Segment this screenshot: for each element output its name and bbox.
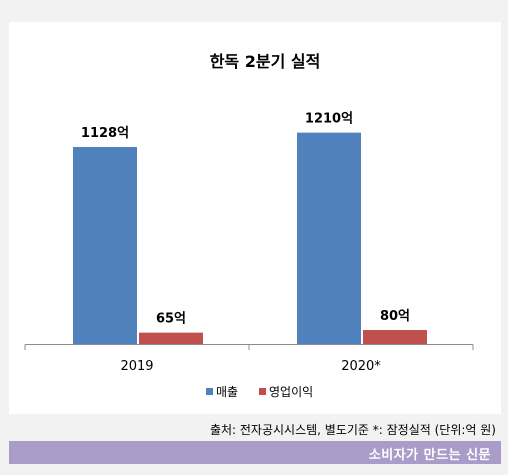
bar-영업이익-2020*: [363, 330, 427, 344]
data-label: 65억: [156, 312, 186, 327]
data-label: 1210억: [305, 112, 353, 127]
legend-swatch: [259, 388, 266, 395]
legend-swatch: [206, 388, 213, 395]
footer-brand: 소비자가 만드는 신문: [368, 448, 491, 463]
footer-bar: 소비자가 만드는 신문: [9, 441, 501, 464]
bar-매출-2019: [73, 146, 137, 344]
x-tick-label: 2019: [120, 359, 153, 374]
bar-매출-2020*: [297, 132, 361, 344]
x-tick-label: 2020*: [341, 359, 381, 374]
data-label: 1128억: [81, 126, 129, 141]
data-label: 80억: [380, 309, 410, 324]
chart-panel: 한독 2분기 실적 1128억 65억 1210억 80억 2019 2020* 매출 영…: [9, 22, 501, 414]
bar-영업이익-2019: [139, 332, 203, 344]
source-note: 출처: 전자공시시스템, 별도기준 *: 잠정실적 (단위:억 원): [209, 423, 496, 437]
legend-label: 영업이익: [269, 385, 313, 399]
bar-chart: 한독 2분기 실적 1128억 65억 1210억 80억 2019 2020* 매출 영…: [24, 52, 474, 399]
chart-title: 한독 2분기 실적: [210, 52, 321, 71]
legend-label: 매출: [216, 385, 238, 399]
